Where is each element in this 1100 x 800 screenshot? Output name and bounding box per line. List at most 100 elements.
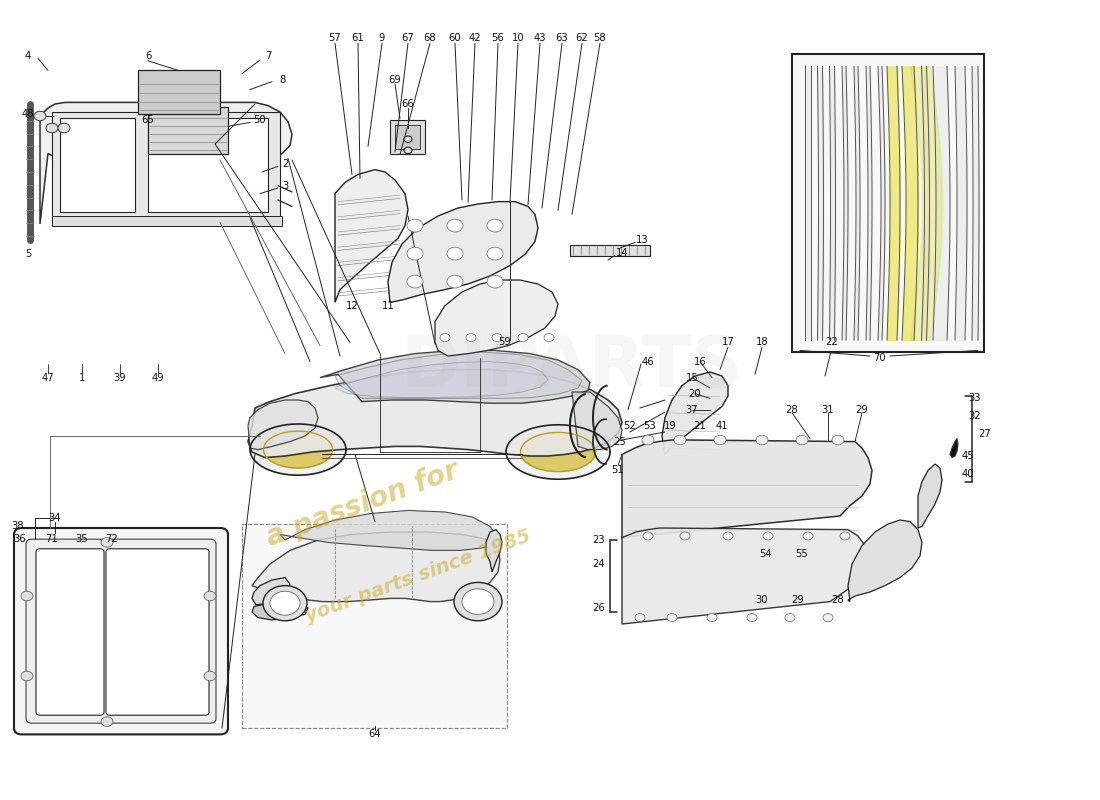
Text: 29: 29 xyxy=(792,595,804,605)
Text: 54: 54 xyxy=(759,549,771,558)
Text: 2: 2 xyxy=(282,159,288,169)
Polygon shape xyxy=(248,370,622,458)
Text: your parts since 1985: your parts since 1985 xyxy=(302,526,534,626)
Circle shape xyxy=(46,123,58,133)
Circle shape xyxy=(407,275,424,288)
Circle shape xyxy=(21,671,33,681)
Circle shape xyxy=(447,219,463,232)
Circle shape xyxy=(832,435,844,445)
Text: 38: 38 xyxy=(12,522,24,531)
Text: 55: 55 xyxy=(795,549,808,558)
Text: 48: 48 xyxy=(22,109,34,118)
Text: 24: 24 xyxy=(593,559,605,569)
Text: 11: 11 xyxy=(382,301,395,310)
Circle shape xyxy=(756,435,768,445)
Polygon shape xyxy=(336,170,408,302)
Polygon shape xyxy=(918,464,942,528)
Polygon shape xyxy=(336,362,548,398)
Text: 71: 71 xyxy=(45,534,58,544)
Text: 18: 18 xyxy=(756,338,768,347)
Text: 21: 21 xyxy=(694,421,706,430)
Bar xyxy=(138,70,220,114)
Circle shape xyxy=(204,591,216,601)
Circle shape xyxy=(642,435,654,445)
Circle shape xyxy=(466,334,476,342)
Circle shape xyxy=(270,591,300,615)
Bar xyxy=(60,118,135,212)
Text: 72: 72 xyxy=(106,534,119,544)
Polygon shape xyxy=(252,578,290,605)
Circle shape xyxy=(714,435,726,445)
Text: 8: 8 xyxy=(279,75,285,85)
Polygon shape xyxy=(252,603,308,620)
Circle shape xyxy=(723,532,733,540)
Text: 4: 4 xyxy=(25,51,31,61)
Bar xyxy=(390,120,425,154)
Bar xyxy=(148,118,268,212)
Circle shape xyxy=(747,614,757,622)
Text: 26: 26 xyxy=(592,603,605,613)
Circle shape xyxy=(21,591,33,601)
Circle shape xyxy=(404,147,412,154)
Circle shape xyxy=(58,123,70,133)
Text: 6: 6 xyxy=(145,51,151,61)
Circle shape xyxy=(680,532,690,540)
Text: 27: 27 xyxy=(978,429,991,438)
Polygon shape xyxy=(572,392,621,450)
Circle shape xyxy=(447,275,463,288)
Text: 43: 43 xyxy=(534,34,547,43)
Text: 40: 40 xyxy=(962,469,975,478)
Bar xyxy=(792,54,984,352)
Circle shape xyxy=(674,435,686,445)
Circle shape xyxy=(785,614,795,622)
Text: 25: 25 xyxy=(614,438,626,447)
Text: 60: 60 xyxy=(449,34,461,43)
Bar xyxy=(242,524,507,728)
Text: 63: 63 xyxy=(556,34,569,43)
Text: 68: 68 xyxy=(424,34,437,43)
Circle shape xyxy=(407,219,424,232)
Text: 19: 19 xyxy=(663,421,676,430)
Text: 12: 12 xyxy=(345,301,359,310)
Polygon shape xyxy=(388,202,538,302)
Text: 13: 13 xyxy=(636,235,648,245)
Text: 35: 35 xyxy=(76,534,88,544)
Polygon shape xyxy=(248,400,318,450)
Text: 29: 29 xyxy=(856,405,868,414)
Circle shape xyxy=(101,717,113,726)
Polygon shape xyxy=(486,530,502,572)
Circle shape xyxy=(823,614,833,622)
Text: 65: 65 xyxy=(142,115,154,125)
Text: 53: 53 xyxy=(644,421,657,430)
Polygon shape xyxy=(520,433,595,471)
Polygon shape xyxy=(40,102,292,224)
Circle shape xyxy=(407,247,424,260)
Polygon shape xyxy=(662,372,728,454)
Text: DIPARTS: DIPARTS xyxy=(400,334,744,402)
Circle shape xyxy=(492,334,502,342)
Text: 17: 17 xyxy=(722,338,735,347)
Circle shape xyxy=(204,671,216,681)
Text: 42: 42 xyxy=(469,34,482,43)
Text: 30: 30 xyxy=(756,595,768,605)
Text: 57: 57 xyxy=(329,34,341,43)
Text: 23: 23 xyxy=(593,535,605,545)
Text: 45: 45 xyxy=(962,451,975,461)
Text: 58: 58 xyxy=(594,34,606,43)
Text: 5: 5 xyxy=(25,250,31,259)
Polygon shape xyxy=(280,510,498,550)
FancyBboxPatch shape xyxy=(14,528,228,734)
Text: 22: 22 xyxy=(826,338,838,347)
Text: 1: 1 xyxy=(79,373,85,382)
Circle shape xyxy=(440,334,450,342)
Circle shape xyxy=(462,589,494,614)
Circle shape xyxy=(454,582,502,621)
Text: 9: 9 xyxy=(378,34,385,43)
Text: 32: 32 xyxy=(968,411,980,421)
Bar xyxy=(570,245,650,256)
Polygon shape xyxy=(621,440,872,538)
Bar xyxy=(395,125,420,149)
Text: 61: 61 xyxy=(352,34,364,43)
Circle shape xyxy=(404,136,412,142)
Text: 3: 3 xyxy=(282,181,288,190)
